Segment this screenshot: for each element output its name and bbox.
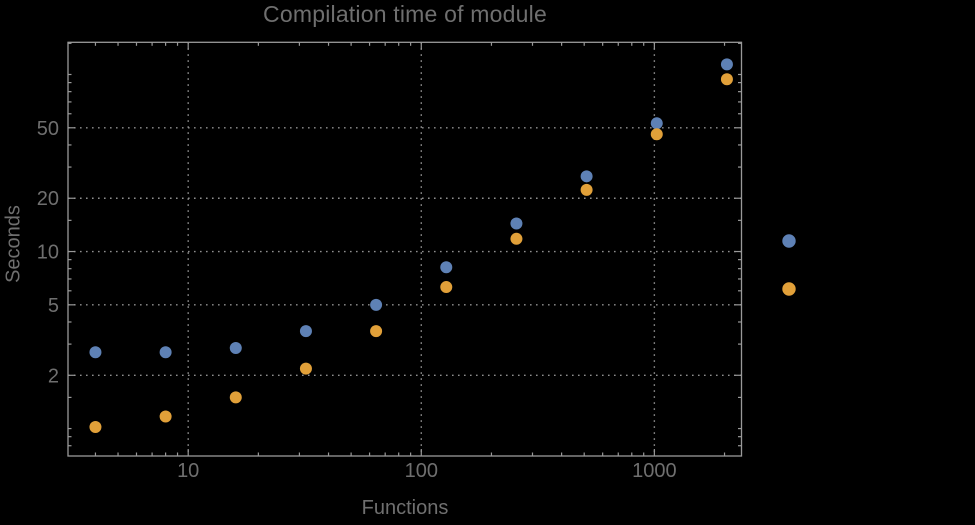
- data-point-blue-x256: [510, 217, 523, 230]
- x-tick-label-10: 10: [177, 460, 199, 482]
- data-point-blue-x2048: [720, 58, 733, 71]
- x-tick-label-100: 100: [405, 460, 438, 482]
- data-point-orange-x8: [159, 410, 172, 423]
- data-point-orange-x4: [89, 421, 102, 434]
- x-tick-label-1000: 1000: [632, 460, 677, 482]
- y-tick-label-50: 50: [37, 118, 59, 140]
- data-point-blue-x32: [299, 325, 312, 338]
- data-point-orange-x2048: [720, 73, 733, 86]
- data-point-blue-x8: [159, 346, 172, 359]
- data-point-blue-x4: [89, 346, 102, 359]
- data-point-blue-x1024: [650, 117, 663, 130]
- y-tick-label-5: 5: [48, 295, 59, 317]
- data-point-orange-x16: [229, 391, 242, 404]
- data-point-orange-x256: [510, 232, 523, 245]
- y-tick-label-2: 2: [48, 365, 59, 387]
- legend-marker-blue: [782, 234, 796, 248]
- y-tick-label-20: 20: [37, 188, 59, 210]
- data-point-orange-x1024: [650, 128, 663, 141]
- data-point-orange-x512: [580, 183, 593, 196]
- legend-marker-orange: [782, 282, 796, 296]
- data-point-blue-x512: [580, 170, 593, 183]
- data-point-orange-x32: [299, 362, 312, 375]
- data-point-blue-x128: [440, 261, 453, 274]
- x-axis-label: Functions: [361, 497, 449, 519]
- y-tick-label-10: 10: [37, 242, 59, 264]
- data-point-orange-x128: [440, 281, 453, 294]
- plot-frame: [67, 41, 743, 457]
- data-point-blue-x64: [370, 298, 383, 311]
- data-point-blue-x16: [229, 342, 242, 355]
- chart-title: Compilation time of module: [263, 1, 547, 27]
- data-point-orange-x64: [370, 325, 383, 338]
